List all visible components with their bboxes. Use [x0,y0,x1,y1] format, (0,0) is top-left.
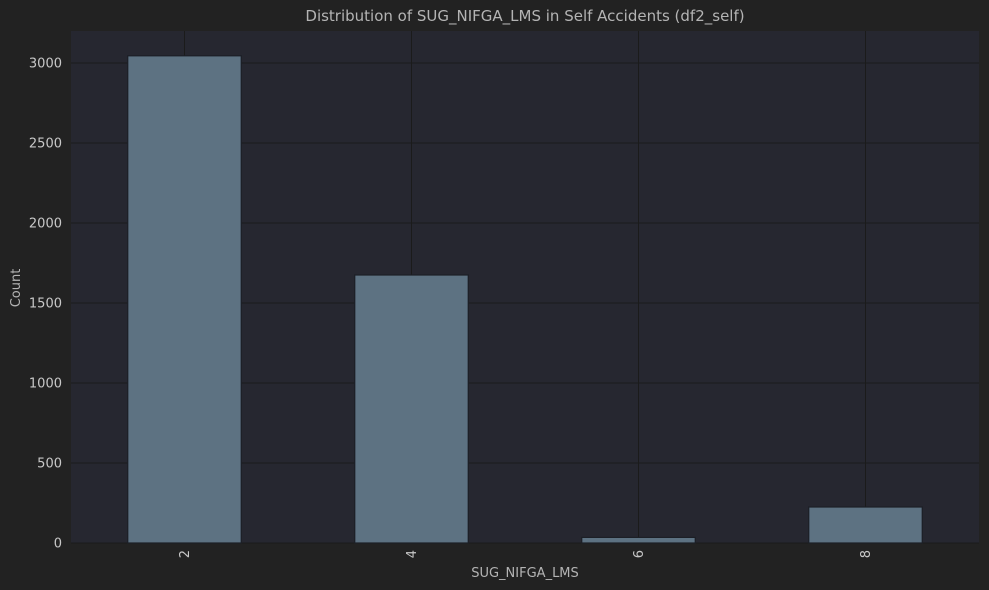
x-tick-labels: 2 4 6 8 [178,550,874,558]
chart-title: Distribution of SUG_NIFGA_LMS in Self Ac… [305,7,744,26]
y-tick-label: 1500 [29,297,62,312]
bar-8 [808,506,923,544]
bar-2 [127,55,242,544]
bar-6 [581,536,696,544]
x-tick-label: 6 [632,550,647,558]
y-tick-label: 1000 [29,377,62,392]
x-tick-label: 4 [405,550,420,558]
y-tick-label: 0 [54,537,62,552]
y-axis-label: Count [9,269,24,308]
y-tick-labels: 0 500 1000 1500 2000 2500 3000 [29,57,62,552]
y-tick-label: 2500 [29,137,62,152]
y-tick-label: 2000 [29,217,62,232]
bar-4 [354,274,469,544]
x-tick-label: 2 [178,550,193,558]
y-tick-label: 3000 [29,57,62,72]
y-tick-label: 500 [37,457,62,472]
x-tick-label: 8 [859,550,874,558]
x-axis-label: SUG_NIFGA_LMS [471,566,579,581]
bars [127,55,923,544]
